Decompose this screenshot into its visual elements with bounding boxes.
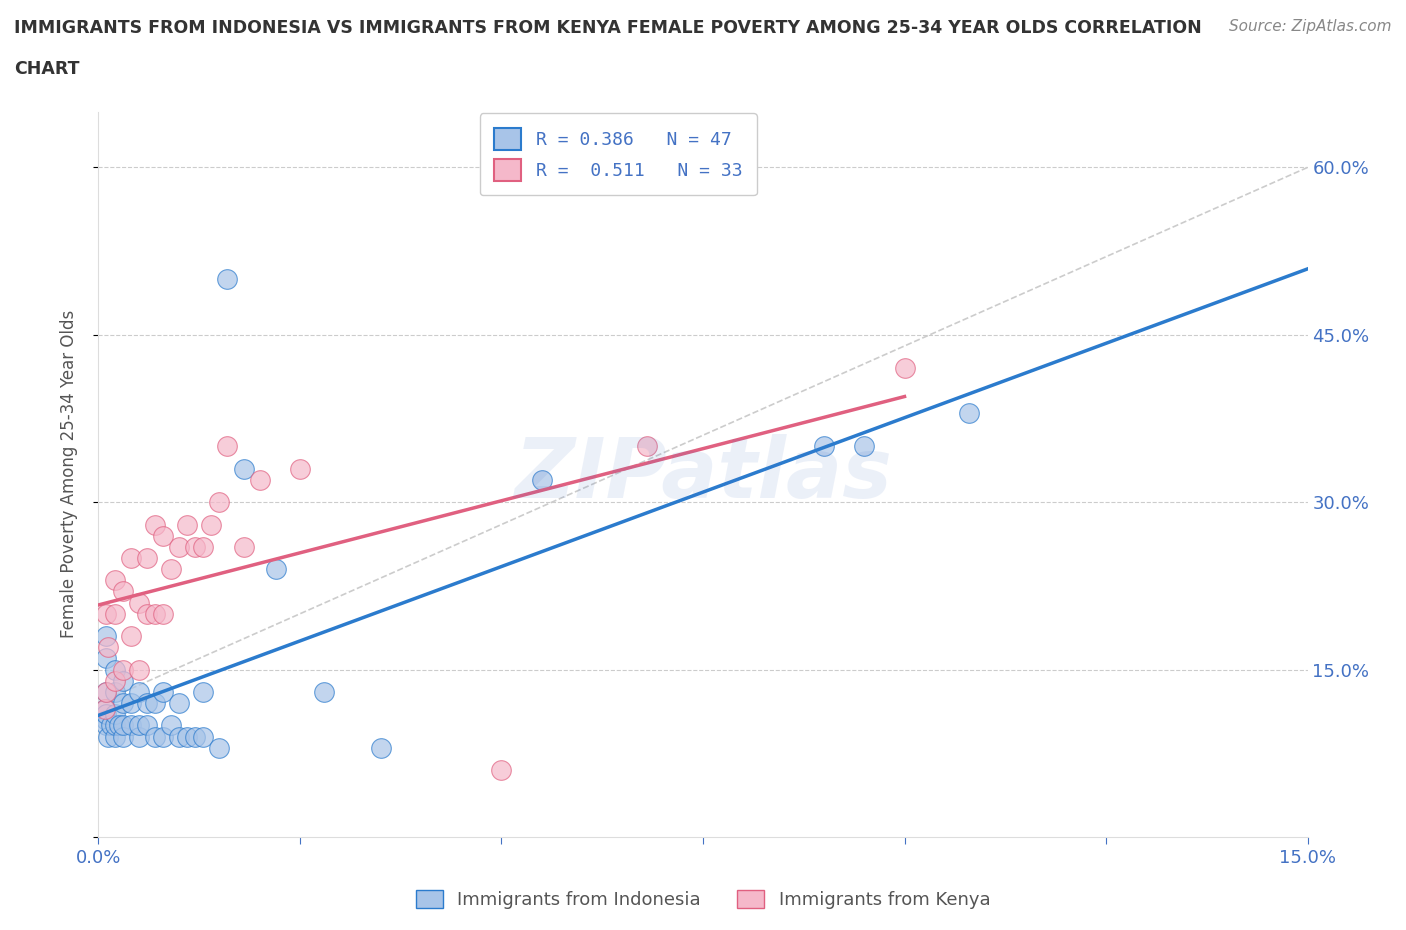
Point bbox=[193, 729, 215, 744]
Point bbox=[111, 584, 134, 599]
Text: ZIPatlas: ZIPatlas bbox=[515, 433, 891, 515]
Point bbox=[135, 718, 157, 733]
Point bbox=[111, 718, 134, 733]
Point bbox=[160, 718, 183, 733]
Point bbox=[232, 539, 254, 554]
Point bbox=[813, 439, 835, 454]
Point bbox=[135, 696, 157, 711]
Point bbox=[167, 696, 190, 711]
Point bbox=[107, 718, 129, 733]
Point bbox=[853, 439, 876, 454]
Point bbox=[96, 718, 118, 733]
Point bbox=[208, 495, 231, 510]
Point bbox=[893, 361, 915, 376]
Point bbox=[288, 461, 311, 476]
Point bbox=[111, 673, 134, 688]
Point bbox=[103, 662, 125, 677]
Point bbox=[128, 729, 150, 744]
Point bbox=[184, 539, 207, 554]
Text: Source: ZipAtlas.com: Source: ZipAtlas.com bbox=[1229, 19, 1392, 33]
Point bbox=[143, 696, 166, 711]
Point bbox=[94, 701, 117, 716]
Point bbox=[217, 439, 239, 454]
Point bbox=[103, 673, 125, 688]
Point bbox=[636, 439, 658, 454]
Point bbox=[176, 729, 198, 744]
Legend: R = 0.386   N = 47, R =  0.511   N = 33: R = 0.386 N = 47, R = 0.511 N = 33 bbox=[479, 113, 756, 195]
Point bbox=[152, 729, 174, 744]
Point bbox=[111, 696, 134, 711]
Point bbox=[152, 528, 174, 543]
Point bbox=[135, 606, 157, 621]
Point bbox=[143, 517, 166, 532]
Point bbox=[111, 662, 134, 677]
Point bbox=[370, 740, 392, 755]
Point bbox=[103, 718, 125, 733]
Point bbox=[217, 272, 239, 286]
Legend: Immigrants from Indonesia, Immigrants from Kenya: Immigrants from Indonesia, Immigrants fr… bbox=[409, 883, 997, 916]
Point bbox=[143, 606, 166, 621]
Point bbox=[111, 729, 134, 744]
Point bbox=[193, 684, 215, 699]
Point bbox=[128, 718, 150, 733]
Point bbox=[94, 701, 117, 716]
Point bbox=[232, 461, 254, 476]
Point bbox=[96, 684, 118, 699]
Point bbox=[128, 684, 150, 699]
Point bbox=[143, 729, 166, 744]
Point bbox=[167, 729, 190, 744]
Point bbox=[193, 539, 215, 554]
Point bbox=[103, 707, 125, 722]
Point bbox=[152, 606, 174, 621]
Point bbox=[167, 539, 190, 554]
Point bbox=[103, 684, 125, 699]
Point bbox=[314, 684, 336, 699]
Text: CHART: CHART bbox=[14, 60, 80, 78]
Point bbox=[103, 729, 125, 744]
Point bbox=[176, 517, 198, 532]
Point bbox=[120, 629, 142, 644]
Point bbox=[491, 763, 513, 777]
Point bbox=[208, 740, 231, 755]
Point bbox=[96, 606, 118, 621]
Point bbox=[957, 405, 980, 420]
Point bbox=[200, 517, 222, 532]
Point bbox=[264, 562, 287, 577]
Point bbox=[249, 472, 271, 487]
Point bbox=[100, 718, 122, 733]
Point bbox=[160, 562, 183, 577]
Point bbox=[184, 729, 207, 744]
Point bbox=[97, 729, 120, 744]
Y-axis label: Female Poverty Among 25-34 Year Olds: Female Poverty Among 25-34 Year Olds bbox=[59, 311, 77, 638]
Point bbox=[120, 551, 142, 565]
Text: IMMIGRANTS FROM INDONESIA VS IMMIGRANTS FROM KENYA FEMALE POVERTY AMONG 25-34 YE: IMMIGRANTS FROM INDONESIA VS IMMIGRANTS … bbox=[14, 19, 1202, 36]
Point bbox=[152, 684, 174, 699]
Point bbox=[120, 696, 142, 711]
Point bbox=[96, 684, 118, 699]
Point bbox=[128, 662, 150, 677]
Point bbox=[120, 718, 142, 733]
Point bbox=[96, 629, 118, 644]
Point bbox=[135, 551, 157, 565]
Point bbox=[94, 712, 117, 727]
Point bbox=[530, 472, 553, 487]
Point bbox=[103, 573, 125, 588]
Point bbox=[96, 707, 118, 722]
Point bbox=[128, 595, 150, 610]
Point bbox=[97, 640, 120, 655]
Point bbox=[103, 606, 125, 621]
Point bbox=[96, 651, 118, 666]
